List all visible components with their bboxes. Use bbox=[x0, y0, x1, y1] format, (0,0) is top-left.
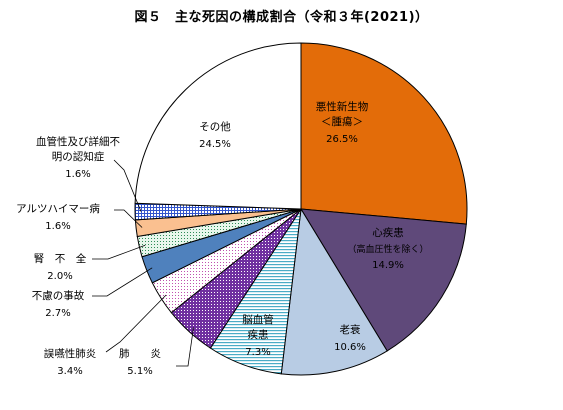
slice-value-label: 3.4% bbox=[57, 366, 82, 377]
slice-label: 脳血管 bbox=[242, 313, 274, 326]
slice-label: 心疾患 bbox=[372, 226, 404, 239]
pie-slice bbox=[134, 42, 302, 210]
pie-slice bbox=[300, 42, 468, 225]
slice-label: その他 bbox=[199, 120, 231, 133]
leader-line bbox=[113, 159, 142, 212]
slice-label: 誤嚥性肺炎 bbox=[44, 347, 97, 360]
slice-value-label: 26.5% bbox=[326, 134, 358, 145]
slice-value-label: 5.1% bbox=[127, 366, 152, 377]
slice-value-label: 10.6% bbox=[334, 342, 366, 353]
leader-line bbox=[114, 209, 143, 228]
slice-value-label: 1.6% bbox=[45, 221, 70, 232]
slice-value-label: 1.6% bbox=[65, 169, 90, 180]
slice-label: 腎 不 全 bbox=[34, 252, 87, 265]
slice-label: 悪性新生物 bbox=[316, 100, 369, 113]
pie-slice bbox=[300, 208, 467, 352]
leader-line bbox=[105, 294, 167, 353]
slice-value-label: 24.5% bbox=[199, 139, 231, 150]
slice-label: 老衰 bbox=[340, 323, 361, 336]
slice-label: 疾患 bbox=[248, 328, 269, 341]
slice-label: 不慮の事故 bbox=[32, 289, 85, 302]
leader-line bbox=[92, 267, 153, 297]
slice-sublabel: （高血圧性を除く） bbox=[347, 243, 428, 255]
slice-value-label: 2.7% bbox=[45, 308, 70, 319]
slice-value-label: 2.0% bbox=[47, 271, 72, 282]
leader-line bbox=[176, 327, 194, 367]
pie-slice bbox=[280, 207, 388, 376]
chart-title: 図５ 主な死因の構成割合（令和３年(2021)） bbox=[134, 10, 429, 25]
slice-value-label: 14.9% bbox=[372, 260, 404, 271]
slice-label: 肺 炎 bbox=[119, 348, 161, 360]
slice-value-label: 7.3% bbox=[245, 347, 270, 358]
slice-label: 明の認知症 bbox=[52, 150, 105, 163]
leader-line bbox=[92, 244, 146, 260]
slice-label: アルツハイマー病 bbox=[16, 202, 100, 215]
slice-label: ＜腫瘍＞ bbox=[321, 115, 363, 128]
slice-label: 血管性及び詳細不 bbox=[36, 135, 120, 148]
